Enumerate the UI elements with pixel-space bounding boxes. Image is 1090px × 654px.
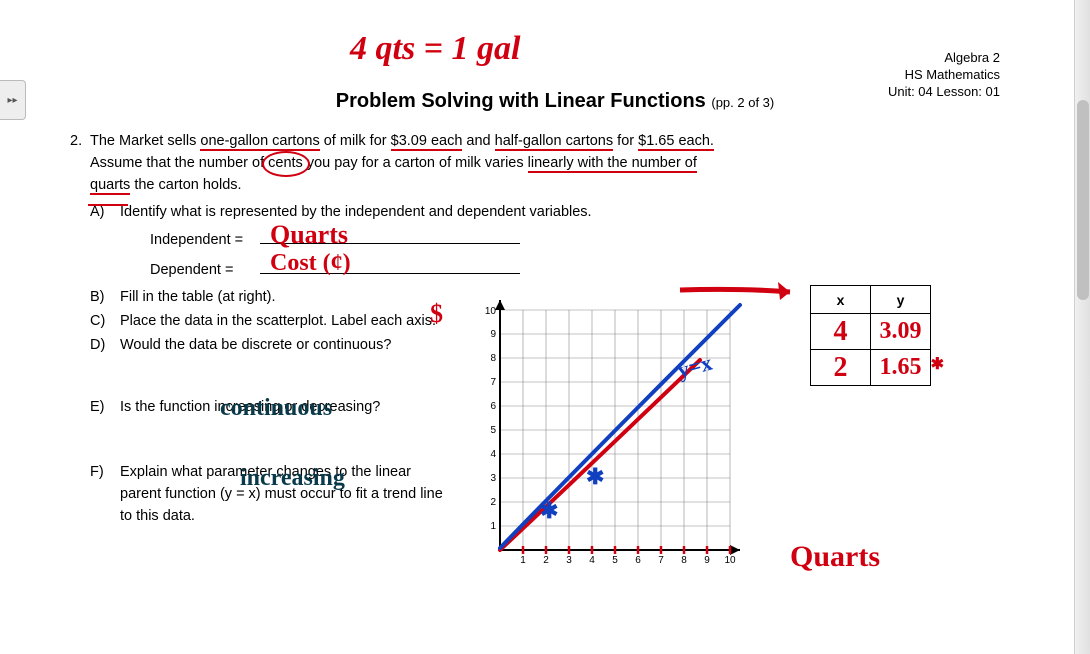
expand-tray-button[interactable]: ▸▸ bbox=[0, 80, 26, 120]
svg-text:2: 2 bbox=[490, 497, 496, 508]
subject-name: HS Mathematics bbox=[888, 67, 1000, 84]
title-main: Problem Solving with Linear Functions bbox=[336, 90, 706, 112]
header-meta: Algebra 2 HS Mathematics Unit: 04 Lesson… bbox=[888, 50, 1000, 101]
svg-text:5: 5 bbox=[490, 425, 496, 436]
part-D-answer: continuous bbox=[220, 390, 332, 426]
svg-text:8: 8 bbox=[681, 555, 687, 566]
dollar-sign-note: $ bbox=[430, 294, 443, 333]
svg-text:3: 3 bbox=[566, 555, 572, 566]
table-r2-y: 1.65 ✱ bbox=[871, 350, 931, 386]
part-D-text: Would the data be discrete or continuous… bbox=[120, 335, 420, 357]
svg-text:y=x: y=x bbox=[675, 350, 715, 383]
dependent-answer: Cost (¢) bbox=[270, 245, 351, 281]
svg-text:3: 3 bbox=[490, 473, 496, 484]
svg-text:6: 6 bbox=[490, 401, 496, 412]
part-A-text: Identify what is represented by the inde… bbox=[120, 202, 1020, 224]
xy-table: x y 4 3.09 2 1.65 ✱ bbox=[810, 285, 931, 386]
svg-text:10: 10 bbox=[485, 306, 497, 317]
svg-text:7: 7 bbox=[658, 555, 664, 566]
top-handwritten-note: 4 qts = 1 gal bbox=[350, 30, 521, 68]
svg-text:9: 9 bbox=[704, 555, 710, 566]
svg-text:5: 5 bbox=[612, 555, 618, 566]
scroll-thumb[interactable] bbox=[1077, 100, 1089, 300]
unit-lesson: Unit: 04 Lesson: 01 bbox=[888, 84, 1000, 101]
question-2: 2. The Market sells one-gallon cartons o… bbox=[90, 131, 1020, 196]
dependent-blank: Cost (¢) bbox=[260, 258, 520, 274]
circled-cents bbox=[262, 151, 310, 177]
part-E-answer: increasing bbox=[240, 460, 345, 496]
svg-text:4: 4 bbox=[490, 449, 496, 460]
svg-text:4: 4 bbox=[589, 555, 595, 566]
independent-blank: Quarts bbox=[260, 228, 520, 244]
table-r2-x: 2 bbox=[811, 350, 871, 386]
document-page: Algebra 2 HS Mathematics Unit: 04 Lesson… bbox=[50, 0, 1060, 640]
svg-text:7: 7 bbox=[490, 377, 496, 388]
table-r1-x: 4 bbox=[811, 314, 871, 350]
question-number: 2. bbox=[70, 131, 82, 153]
svg-text:2: 2 bbox=[543, 555, 549, 566]
svg-text:1: 1 bbox=[490, 521, 496, 532]
table-head-y: y bbox=[871, 286, 931, 314]
svg-text:9: 9 bbox=[490, 329, 496, 340]
svg-text:6: 6 bbox=[635, 555, 641, 566]
scatterplot-chart: 1 2 3 4 5 6 7 8 9 10 1 2 3 4 5 6 7 8 9 10 y=x ✱ ✱ bbox=[480, 300, 760, 580]
svg-text:1: 1 bbox=[520, 555, 526, 566]
table-head-x: x bbox=[811, 286, 871, 314]
independent-label: Independent = bbox=[150, 230, 260, 252]
title-sub: (pp. 2 of 3) bbox=[711, 95, 774, 110]
svg-text:✱: ✱ bbox=[540, 498, 558, 523]
vertical-scrollbar[interactable] bbox=[1074, 0, 1090, 654]
dependent-label: Dependent = bbox=[150, 260, 260, 282]
svg-text:✱: ✱ bbox=[586, 464, 604, 489]
course-name: Algebra 2 bbox=[888, 50, 1000, 67]
table-r1-y: 3.09 bbox=[871, 314, 931, 350]
x-axis-hand-label: Quarts bbox=[790, 540, 880, 574]
page-title: Problem Solving with Linear Functions (p… bbox=[90, 90, 1020, 113]
svg-text:10: 10 bbox=[724, 555, 736, 566]
svg-text:8: 8 bbox=[490, 353, 496, 364]
